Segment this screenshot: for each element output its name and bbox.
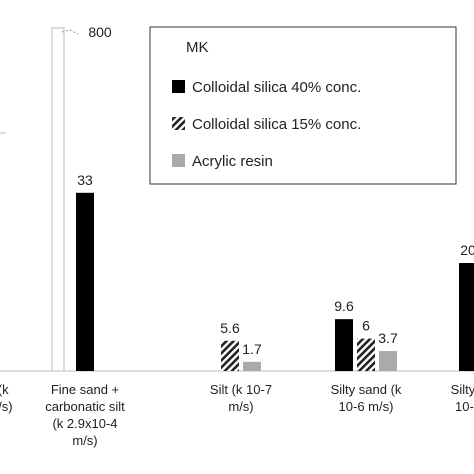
category-label: Silt (k 10-7 m/s) bbox=[210, 382, 272, 414]
legend-swatch bbox=[172, 80, 185, 93]
bar-value-label: 9.6 bbox=[334, 298, 354, 314]
category-label: Fine sand + carbonatic silt (k 2.9x10-4 m/s… bbox=[45, 382, 125, 448]
category-label: Silty s10-5 bbox=[451, 382, 474, 414]
bar bbox=[357, 338, 375, 371]
axis-break-mark bbox=[61, 29, 79, 35]
legend-entry: Colloidal silica 15% conc. bbox=[192, 116, 361, 133]
legend-entry: Acrylic resin bbox=[192, 153, 273, 170]
bar bbox=[335, 319, 353, 371]
category-label: Silty sand (k 10-6 m/s) bbox=[331, 382, 402, 414]
legend-entry: Colloidal silica 40% conc. bbox=[192, 79, 361, 96]
legend-title: MK bbox=[186, 39, 209, 56]
bar bbox=[459, 263, 474, 371]
offscale-value-label: 800 bbox=[88, 24, 112, 40]
bar-value-label: 6 bbox=[362, 318, 370, 334]
legend-swatch bbox=[172, 117, 185, 130]
bar bbox=[243, 361, 261, 371]
legend-box bbox=[149, 26, 457, 185]
bar-offscale-outline bbox=[51, 27, 65, 372]
bar bbox=[379, 351, 397, 371]
legend-swatch bbox=[172, 154, 185, 167]
bar-value-label: 33 bbox=[77, 172, 93, 188]
bar-value-label: 20 bbox=[460, 242, 474, 258]
bar-value-label: 5.6 bbox=[220, 320, 240, 336]
bar bbox=[76, 192, 94, 371]
category-label: l (km/s) bbox=[0, 382, 13, 414]
bar bbox=[221, 340, 239, 371]
bar-value-label: 1.7 bbox=[242, 341, 262, 357]
bar-value-label: 3.7 bbox=[378, 330, 398, 346]
